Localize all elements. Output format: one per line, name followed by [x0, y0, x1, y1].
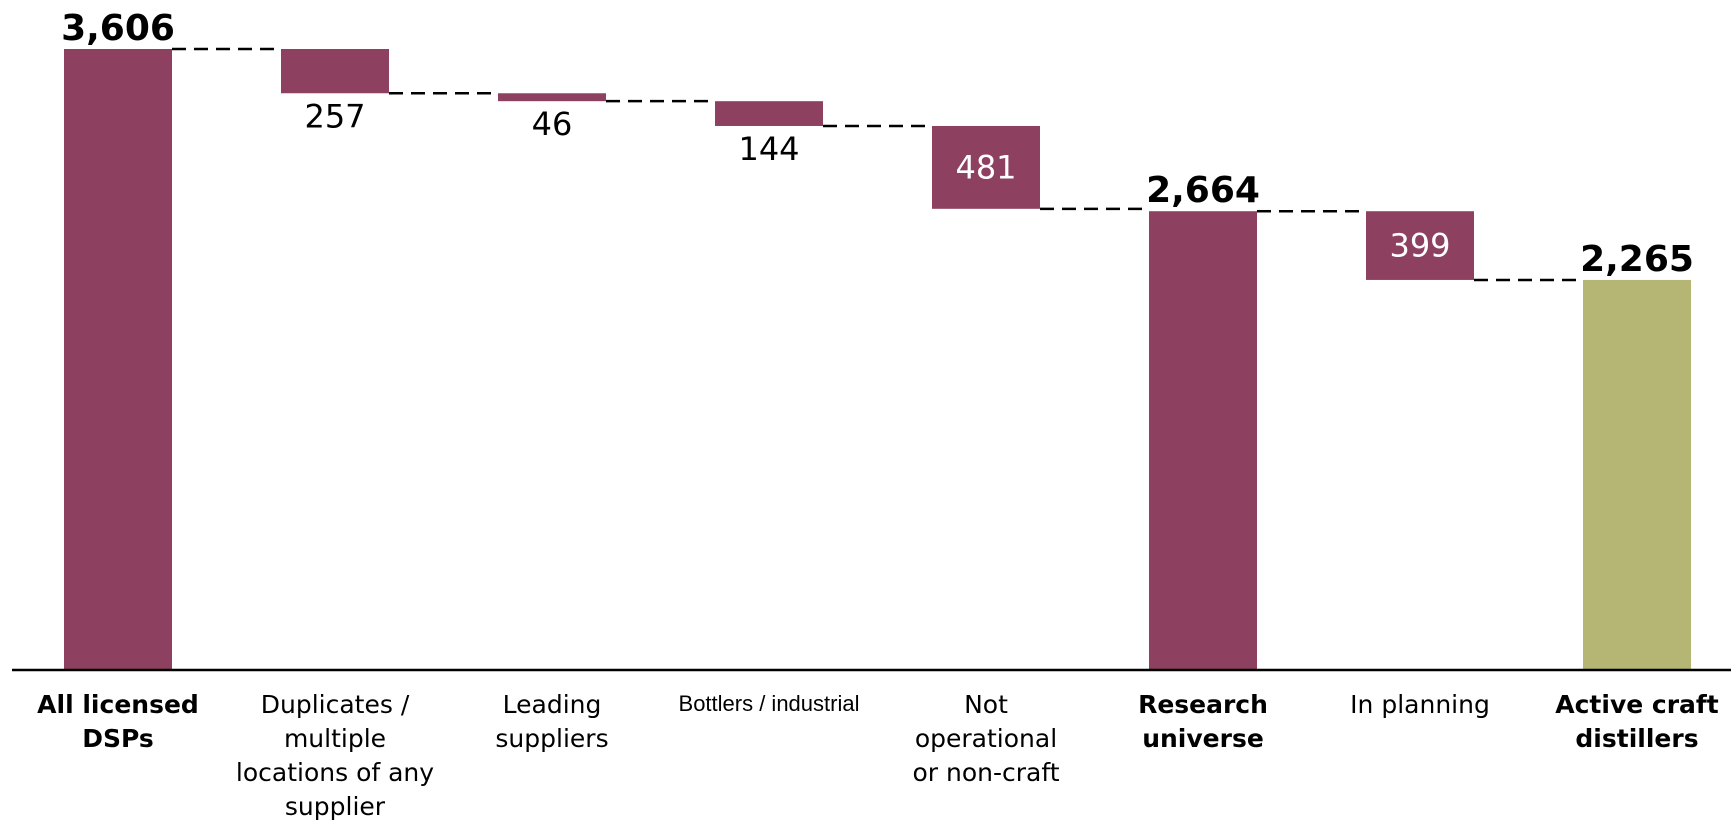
value-label-bottlers-industrial: 144: [738, 130, 799, 168]
bar-active-craft-distillers: [1583, 279, 1691, 670]
x-label-active-craft-distillers: Active craft distillers: [1555, 690, 1719, 753]
value-label-in-planning: 399: [1389, 227, 1450, 265]
x-label-bottlers-industrial: Bottlers / industrial: [678, 691, 860, 716]
bars: [64, 49, 1691, 671]
bar-not-operational-or-non-craft: [932, 125, 1040, 209]
x-label-in-planning: In planning: [1350, 690, 1490, 719]
bar-in-planning: [1366, 211, 1474, 280]
bar-research-universe: [1149, 211, 1257, 671]
value-label-research-universe: 2,664: [1146, 170, 1260, 211]
value-label-leading-suppliers: 46: [532, 105, 573, 143]
value-label-all-licensed-dsps: 3,606: [61, 8, 175, 49]
x-label-research-universe: Research universe: [1138, 690, 1268, 753]
bar-duplicates-multiple-locations-of-any-supplier: [281, 49, 389, 94]
bar-bottlers-industrial: [715, 101, 823, 126]
value-label-duplicates-multiple-locations-of-any-supplier: 257: [304, 97, 365, 135]
x-label-not-operational-or-non-craft: Not operational or non-craft: [912, 690, 1060, 787]
x-label-leading-suppliers: Leading suppliers: [495, 690, 609, 753]
connector-lines: [172, 47, 1583, 282]
x-label-duplicates-multiple-locations-of-any-supplier: Duplicates / multiple locations of any s…: [235, 690, 435, 821]
value-label-active-craft-distillers: 2,265: [1580, 239, 1694, 280]
bar-leading-suppliers: [498, 93, 606, 102]
x-label-all-licensed-dsps: All licensed DSPs: [37, 690, 199, 753]
bar-all-licensed-dsps: [64, 49, 172, 670]
value-labels: 3,606 257 46 144 481 2,664 399 2,265: [61, 8, 1694, 280]
value-label-not-operational-or-non-craft: 481: [955, 148, 1016, 186]
